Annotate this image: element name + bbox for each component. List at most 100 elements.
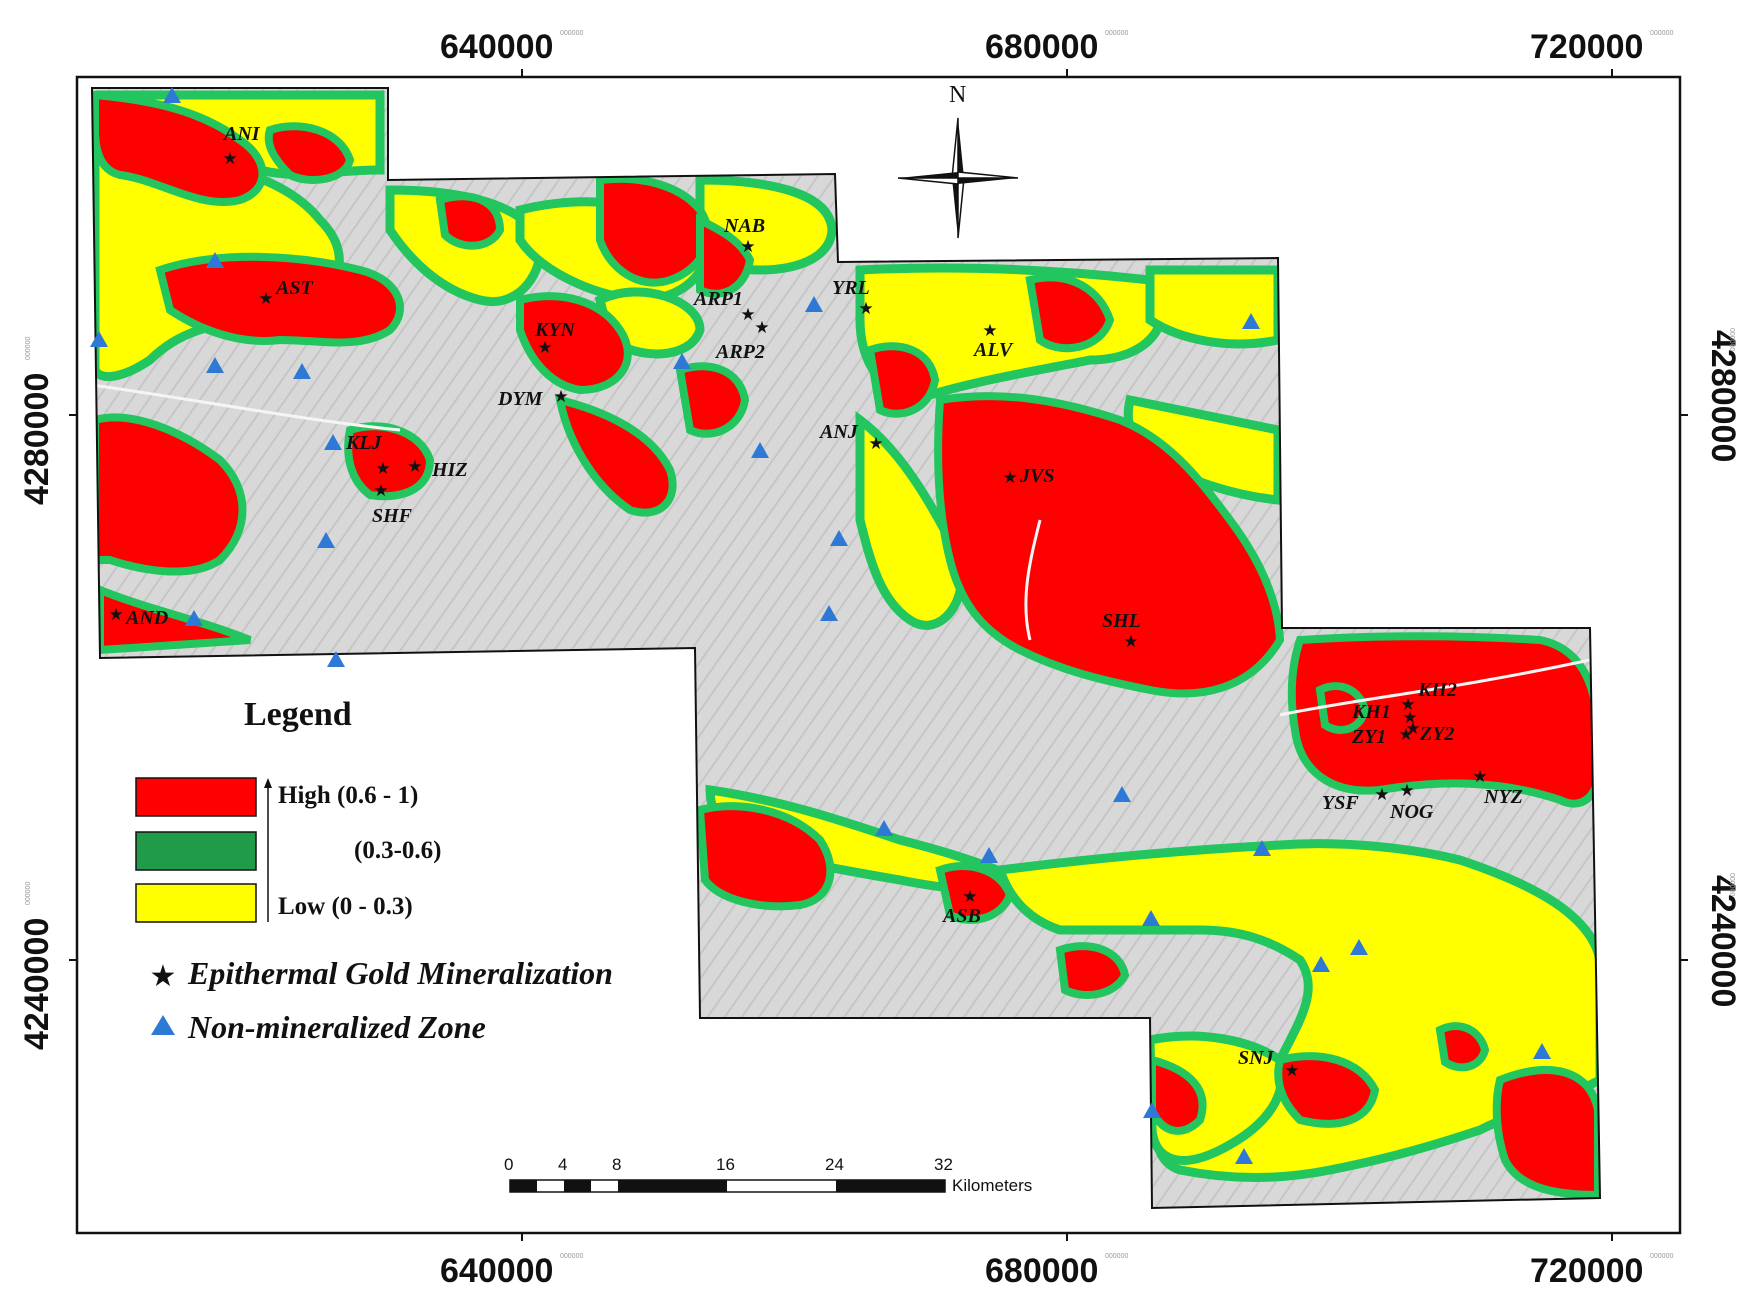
triangle-icon <box>1143 1102 1161 1118</box>
triangle-icon <box>206 252 224 268</box>
site-and: ★ AND <box>108 605 168 629</box>
right-coordinate-labels: 4280000 000000 4240000 000000 <box>1704 328 1742 1007</box>
scale-unit-label: Kilometers <box>952 1176 1032 1195</box>
svg-text:NOG: NOG <box>1389 801 1434 823</box>
site-kh2: ★KH2 <box>1400 679 1457 714</box>
svg-text:YRL: YRL <box>832 277 870 299</box>
svg-text:★: ★ <box>1374 785 1389 804</box>
svg-text:ZY2: ZY2 <box>1419 723 1454 745</box>
svg-text:NAB: NAB <box>723 215 765 237</box>
site-shf: ★ SHF <box>372 481 413 527</box>
x-tick-label-top-2: 680000 <box>985 28 1098 66</box>
svg-text:AST: AST <box>274 277 313 299</box>
triangle-icon <box>980 847 998 863</box>
y-tick-label-left-1: 4280000 <box>18 373 56 505</box>
triangle-icon <box>1312 956 1330 972</box>
svg-text:★: ★ <box>1472 767 1487 786</box>
legend-class-medium: (0.3-0.6) <box>354 837 441 864</box>
svg-text:SHL: SHL <box>1102 610 1141 632</box>
scale-bar: 0 4 8 16 24 32 Kilometers <box>504 1155 1032 1195</box>
gold-mineralization-sites: ★ANI ★ AST ★NAB ★ARP1 ★ARP2 ★YRL ★KYN ★AL… <box>108 123 1523 1080</box>
svg-text:★: ★ <box>373 481 388 500</box>
svg-text:DYM: DYM <box>497 388 544 410</box>
drainage-lines <box>92 383 1591 717</box>
svg-text:000000: 000000 <box>1650 30 1673 37</box>
triangle-icon <box>293 363 311 379</box>
legend-swatch-high <box>135 777 257 817</box>
svg-text:★: ★ <box>740 237 755 256</box>
north-arrow: N <box>897 82 1019 239</box>
triangle-icon <box>90 331 108 347</box>
site-nyz: ★NYZ <box>1472 767 1523 808</box>
site-nab: ★NAB <box>723 215 765 256</box>
svg-text:AND: AND <box>124 607 168 629</box>
triangle-icon <box>317 532 335 548</box>
site-kh1: ★ KH1 <box>1351 701 1418 727</box>
legend-swatch-medium <box>135 831 257 871</box>
site-asb: ★ASB <box>941 887 981 927</box>
svg-text:★: ★ <box>553 387 568 406</box>
svg-text:★: ★ <box>858 299 873 318</box>
frame-ticks <box>69 69 1688 1241</box>
site-arp2: ★ ARP2 <box>714 318 770 363</box>
triangle-icon <box>185 610 203 626</box>
y-tick-label-left-2: 4240000 <box>18 918 56 1050</box>
svg-text:★: ★ <box>740 305 755 324</box>
svg-text:★: ★ <box>962 887 977 906</box>
site-dym: ★ DYM <box>497 387 569 410</box>
triangle-icon <box>1253 840 1271 856</box>
svg-text:★: ★ <box>1284 1061 1299 1080</box>
svg-text:YSF: YSF <box>1322 792 1359 814</box>
scale-label-16: 16 <box>716 1155 735 1174</box>
site-zy1: ★ ZY1 <box>1351 725 1414 748</box>
svg-text:KH2: KH2 <box>1417 679 1457 701</box>
svg-text:000000: 000000 <box>1728 328 1735 351</box>
legend-arrowhead <box>264 778 272 788</box>
north-label: N <box>949 82 966 108</box>
legend-class-high: High (0.6 - 1) <box>278 782 418 809</box>
svg-text:000000: 000000 <box>1105 1253 1128 1260</box>
svg-text:★: ★ <box>1398 725 1413 744</box>
site-yrl: ★YRL <box>832 277 874 318</box>
triangle-icon <box>1235 1148 1253 1164</box>
triangle-icon <box>820 605 838 621</box>
svg-text:ALV: ALV <box>972 339 1014 361</box>
svg-text:ZY1: ZY1 <box>1351 726 1386 748</box>
svg-text:ASB: ASB <box>941 905 981 927</box>
svg-text:★: ★ <box>1405 719 1420 738</box>
site-ast: ★ AST <box>258 277 313 308</box>
site-anj: ★ ANJ <box>818 421 884 453</box>
svg-text:★: ★ <box>258 289 273 308</box>
triangle-icon <box>673 353 691 369</box>
svg-text:★: ★ <box>537 338 552 357</box>
scale-label-4: 4 <box>558 1155 567 1174</box>
svg-text:★: ★ <box>1400 695 1415 714</box>
site-snj: ★ SNJ <box>1238 1047 1300 1080</box>
svg-text:ARP2: ARP2 <box>714 341 765 363</box>
site-alv: ★ALV <box>972 321 1014 361</box>
left-coordinate-labels: 4280000 000000 4240000 000000 <box>18 337 56 1050</box>
svg-text:000000: 000000 <box>1728 873 1735 896</box>
y-tick-label-right-1: 4280000 <box>1704 330 1742 462</box>
bottom-coordinate-labels: 640000 000000 680000 000000 720000 00000… <box>440 1252 1673 1290</box>
svg-text:000000: 000000 <box>25 337 32 360</box>
svg-text:000000: 000000 <box>1650 1253 1673 1260</box>
x-tick-label-top-1: 640000 <box>440 28 553 66</box>
x-tick-label-bottom-2: 680000 <box>985 1252 1098 1290</box>
svg-text:ANI: ANI <box>222 123 261 145</box>
site-hiz: ★ HIZ <box>407 457 467 481</box>
triangle-icon <box>151 1015 175 1035</box>
svg-text:000000: 000000 <box>560 1253 583 1260</box>
site-klj: ★ KLJ <box>345 432 391 478</box>
site-zy2: ★ ZY2 <box>1405 719 1454 745</box>
svg-text:KLJ: KLJ <box>345 432 383 454</box>
svg-text:000000: 000000 <box>25 882 32 905</box>
triangle-icon <box>830 530 848 546</box>
y-tick-label-right-2: 4240000 <box>1704 875 1742 1007</box>
site-shl: ★SHL <box>1102 610 1141 651</box>
site-kyn: ★KYN <box>534 319 577 357</box>
svg-text:★: ★ <box>222 149 237 168</box>
legend-swatch-low <box>135 883 257 923</box>
svg-text:KH1: KH1 <box>1351 701 1391 723</box>
